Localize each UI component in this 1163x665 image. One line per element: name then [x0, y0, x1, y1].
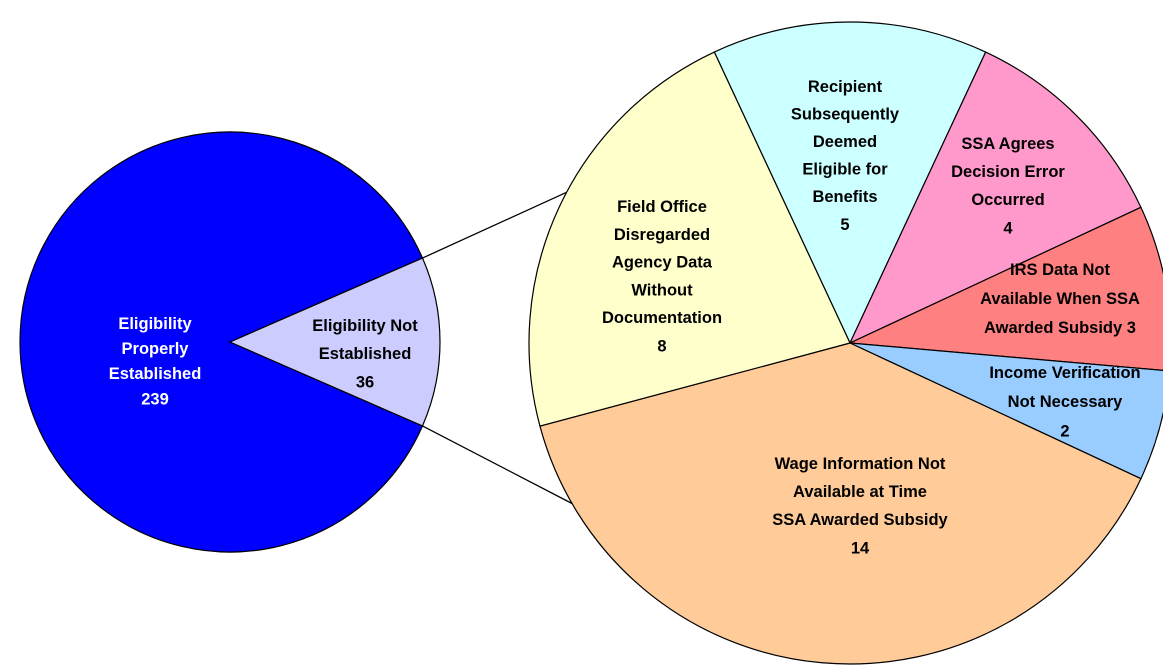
slice-label-line: Without — [631, 282, 693, 300]
slice — [713, 21, 987, 345]
slice-label: Subsequently — [791, 106, 900, 124]
slice-label-line: Eligible for — [802, 161, 888, 179]
pie — [19, 131, 441, 553]
slice-label: Occurred — [971, 191, 1044, 209]
slice-label: Eligibility — [118, 315, 192, 333]
slice-label: Eligibility Not — [312, 317, 418, 335]
slice-label-line: Income Verification — [989, 364, 1140, 382]
slice-label: Without — [631, 282, 693, 300]
slice-label-line: Benefits — [812, 188, 877, 206]
connector — [422, 425, 573, 505]
slice-label: SSA Awarded Subsidy — [772, 511, 948, 529]
slice — [848, 51, 1142, 345]
slice-label-line: Deemed — [813, 133, 877, 151]
slice-label-line: Subsequently — [791, 106, 900, 124]
slice-label-line: SSA Awarded Subsidy — [772, 511, 948, 529]
slice-label: IRS Data Not — [1010, 261, 1110, 279]
connector — [422, 191, 567, 259]
slice-label-line: Documentation — [602, 310, 722, 328]
slice — [228, 257, 441, 427]
slice-label-line: Not Necessary — [1008, 393, 1123, 411]
slice-label: Properly — [122, 340, 190, 358]
slice-label: Eligible for — [802, 161, 888, 179]
slice — [19, 131, 424, 553]
slice-label: Documentation — [602, 310, 722, 328]
slice-value: 36 — [356, 373, 374, 391]
pie — [528, 21, 1163, 665]
slice-label: Awarded Subsidy 3 — [984, 319, 1136, 337]
slice-value: 5 — [840, 216, 849, 234]
slice-label: Not Necessary — [1008, 393, 1123, 411]
slice — [528, 51, 851, 427]
slice-label-line: Awarded Subsidy — [984, 319, 1123, 337]
slice-value: 8 — [657, 337, 666, 355]
slice-value: 239 — [141, 390, 169, 408]
slice-label-line: Established — [109, 365, 202, 383]
slice-label-line: Eligibility — [118, 315, 192, 333]
slice — [539, 342, 1142, 665]
slice-label: SSA Agrees — [961, 135, 1054, 153]
slice-label-line: Occurred — [971, 191, 1044, 209]
slice-label-line: Available When SSA — [980, 290, 1140, 308]
slice-label: Income Verification — [989, 364, 1140, 382]
slice-value: 3 — [1127, 319, 1136, 337]
slice-label-line: IRS Data Not — [1010, 261, 1110, 279]
slice-label: Decision Error — [951, 163, 1065, 181]
slice-label-line: Available at Time — [793, 483, 927, 501]
slice-value: 2 — [1060, 422, 1069, 440]
slice-label: Agency Data — [612, 254, 713, 272]
slice-label-line: Recipient — [808, 78, 883, 96]
slice-label: Deemed — [813, 133, 877, 151]
slice-label: Wage Information Not — [775, 455, 946, 473]
slice-label: Benefits — [812, 188, 877, 206]
slice-label: Available at Time — [793, 483, 927, 501]
slice-label: Disregarded — [614, 226, 710, 244]
slice-label-line: Properly — [122, 340, 190, 358]
slice-label-line: Wage Information Not — [775, 455, 946, 473]
slice-label-line: Field Office — [617, 198, 707, 216]
slice-label-line: Agency Data — [612, 254, 713, 272]
slice-label: Established — [319, 345, 412, 363]
slice-label: Recipient — [808, 78, 883, 96]
slice-label-line: SSA Agrees — [961, 135, 1054, 153]
slice — [847, 206, 1163, 371]
slice-label: Available When SSA — [980, 290, 1140, 308]
slice-label-line: Established — [319, 345, 412, 363]
slice-value: 4 — [1003, 219, 1013, 237]
slice-value: 14 — [851, 539, 870, 557]
slice-label: Established — [109, 365, 202, 383]
slice-label-line: Decision Error — [951, 163, 1065, 181]
slice-label-line: Disregarded — [614, 226, 710, 244]
connectors — [422, 191, 573, 505]
slice-label: Field Office — [617, 198, 707, 216]
slice-label-line: Eligibility Not — [312, 317, 418, 335]
